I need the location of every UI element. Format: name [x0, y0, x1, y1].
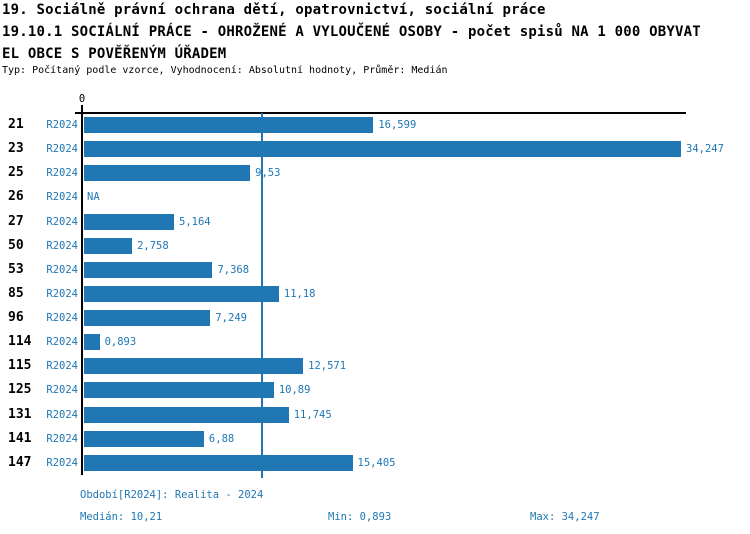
row-category-label: 141 [8, 430, 32, 446]
chart-row: 147 R2024 15,405 [0, 451, 750, 475]
row-series-label: R2024 [46, 143, 78, 156]
row-category-label: 23 [8, 141, 24, 157]
bar-value-label: 7,249 [215, 312, 247, 325]
row-category-label: 115 [8, 358, 32, 374]
row-series-label: R2024 [46, 384, 78, 397]
bar-value-label: 11,745 [293, 408, 332, 421]
chart-row: 50 R2024 2,758 [0, 234, 750, 258]
row-category-label: 25 [8, 165, 24, 181]
row-category-label: 96 [8, 310, 24, 326]
row-series-label: R2024 [46, 312, 78, 325]
bar [84, 237, 133, 254]
row-category-label: 85 [8, 285, 24, 301]
bar [84, 213, 175, 230]
bar [84, 454, 353, 471]
bar-value-label: 34,247 [686, 143, 724, 156]
footer-period-label: Období[R2024]: Realita - 2024 [80, 489, 264, 501]
chart-row: 26 R2024 NA [0, 185, 750, 209]
chart-row: 53 R2024 7,368 [0, 258, 750, 282]
chart-row: 21 R2024 16,599 [0, 113, 750, 137]
chart-row: 96 R2024 7,249 [0, 306, 750, 330]
x-axis-line [75, 112, 686, 114]
row-series-label: R2024 [46, 360, 78, 373]
row-series-label: R2024 [46, 239, 78, 252]
footer-max-label: Max: 34,247 [530, 511, 600, 523]
chart-row: 141 R2024 6,88 [0, 427, 750, 451]
bar [84, 358, 304, 375]
chart-subtitle: Typ: Počítaný podle vzorce, Vyhodnocení:… [2, 65, 448, 76]
row-category-label: 26 [8, 189, 24, 205]
row-category-label: 53 [8, 261, 24, 277]
row-series-label: R2024 [46, 456, 78, 469]
bar-value-label: 0,893 [104, 336, 137, 349]
row-series-label: R2024 [46, 408, 78, 421]
row-category-label: 50 [8, 237, 24, 253]
row-series-label: R2024 [46, 167, 78, 180]
row-category-label: 114 [8, 334, 32, 350]
bar [84, 285, 279, 302]
chart-row: 125 R2024 10,89 [0, 378, 750, 402]
chart-title-line-3: EL OBCE S POVĚŘENÝM ÚŘADEM [2, 46, 227, 62]
chart-row: 25 R2024 9,53 [0, 161, 750, 185]
row-category-label: 147 [8, 454, 32, 470]
bar-value-label: 12,571 [308, 360, 347, 373]
bar-value-label: 10,89 [278, 384, 311, 397]
row-series-label: R2024 [46, 215, 78, 228]
row-category-label: 125 [8, 382, 32, 398]
row-series-label: R2024 [46, 432, 78, 445]
chart-row: 27 R2024 5,164 [0, 210, 750, 234]
bar [84, 165, 251, 182]
row-series-label: R2024 [46, 336, 78, 349]
bar-value-label: 7,368 [217, 263, 250, 276]
bar [84, 334, 100, 351]
x-axis-zero-label: 0 [78, 93, 86, 105]
chart-title-line-1: 19. Sociálně právní ochrana dětí, opatro… [2, 2, 546, 18]
bar [84, 430, 204, 447]
row-category-label: 27 [8, 213, 24, 229]
footer-min-label: Min: 0,893 [328, 511, 392, 523]
footer-median-label: Medián: 10,21 [80, 511, 163, 523]
bar [84, 382, 274, 399]
bar-value-label: 15,405 [357, 456, 396, 469]
bar [84, 141, 681, 158]
bar [84, 310, 211, 327]
chart-row: 115 R2024 12,571 [0, 354, 750, 378]
bar-value-label: 11,18 [283, 287, 316, 300]
bar [84, 117, 374, 133]
row-series-label: R2024 [46, 287, 78, 300]
chart-row: 131 R2024 11,745 [0, 403, 750, 427]
bar-value-label: 9,53 [255, 167, 281, 180]
y-axis-line [81, 113, 83, 475]
bar-value-label: NA [87, 191, 100, 204]
chart-row: 85 R2024 11,18 [0, 282, 750, 306]
chart-row: 114 R2024 0,893 [0, 330, 750, 354]
row-category-label: 21 [8, 117, 24, 132]
chart-title-line-2: 19.10.1 SOCIÁLNÍ PRÁCE - OHROŽENÉ A VYLO… [2, 24, 701, 40]
bar-value-label: 5,164 [179, 215, 211, 228]
x-axis-zero-tick [81, 105, 83, 114]
row-series-label: R2024 [46, 263, 78, 276]
bar [84, 261, 213, 278]
bar-value-label: 16,599 [378, 119, 417, 131]
row-series-label: R2024 [46, 119, 78, 131]
bar-value-label: 6,88 [208, 432, 235, 445]
bar-value-label: 2,758 [137, 239, 169, 252]
row-series-label: R2024 [46, 191, 78, 204]
chart-row: 23 R2024 34,247 [0, 137, 750, 161]
row-category-label: 131 [8, 406, 32, 422]
bar [84, 406, 289, 423]
